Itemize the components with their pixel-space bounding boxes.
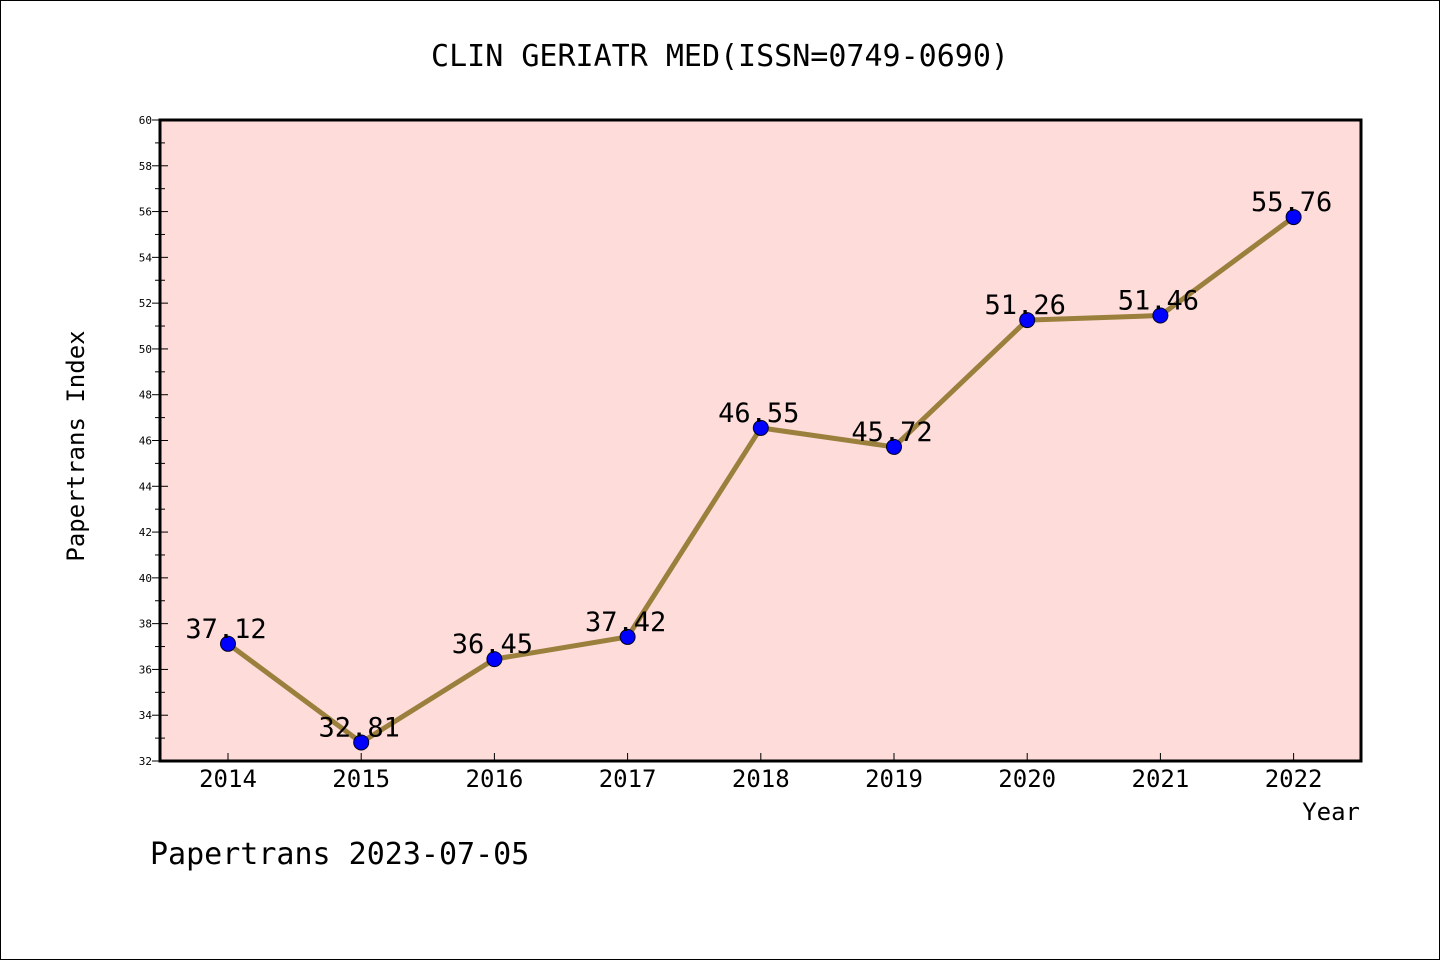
y-tick-label: 46 — [139, 435, 152, 448]
data-label: 46.55 — [718, 398, 799, 429]
x-tick-label: 2022 — [1265, 765, 1323, 793]
data-point — [1152, 307, 1169, 324]
y-tick-label: 34 — [139, 709, 153, 722]
y-tick-label: 42 — [139, 526, 152, 539]
x-tick-label: 2020 — [998, 765, 1056, 793]
data-point — [752, 419, 769, 436]
plot-area — [158, 118, 1363, 763]
data-label: 45.72 — [851, 417, 932, 448]
data-point — [1019, 312, 1036, 329]
chart-title: CLIN GERIATR MED(ISSN=0749-0690) — [431, 39, 1009, 74]
data-label: 55.76 — [1251, 187, 1332, 218]
x-tick-label: 2017 — [599, 765, 657, 793]
data-point — [886, 438, 902, 455]
y-tick-label: 56 — [139, 206, 152, 219]
y-tick-label: 32 — [139, 755, 152, 768]
y-tick-label: 52 — [139, 297, 152, 310]
series-layer — [220, 209, 1302, 751]
x-tick-label: 2014 — [199, 765, 257, 793]
data-label: 51.26 — [985, 290, 1066, 321]
data-point — [353, 734, 370, 751]
y-tick-label: 38 — [139, 618, 152, 631]
y-tick-label: 58 — [139, 160, 152, 173]
y-tick-label: 40 — [139, 572, 152, 585]
y-tick-label: 50 — [139, 343, 152, 356]
x-axis-title: Year — [1302, 798, 1360, 826]
data-point — [486, 651, 503, 668]
x-tick-label: 2019 — [865, 765, 923, 793]
data-label: 32.81 — [319, 712, 400, 743]
x-tick-label: 2021 — [1132, 765, 1190, 793]
x-tick-label: 2015 — [332, 765, 390, 793]
data-point — [220, 635, 236, 652]
data-point — [619, 628, 636, 645]
x-tick-label: 2018 — [732, 765, 790, 793]
y-tick-label: 48 — [139, 389, 152, 402]
y-tick-label: 60 — [139, 114, 152, 127]
data-label: 36.45 — [452, 629, 533, 660]
y-axis: 32 34 36 38 40 42 44 46 48 50 52 54 56 58 60 — [139, 114, 168, 768]
x-tick-label: 2016 — [466, 765, 524, 793]
x-axis: 2014 2015 2016 2017 2018 2019 2020 2021 2022 — [199, 753, 1322, 793]
data-point — [1285, 209, 1302, 226]
data-labels: 37.12 32.81 36.45 37.42 46.55 45.72 51.26 51.46… — [185, 187, 1332, 743]
data-label: 37.12 — [185, 614, 266, 645]
y-tick-label: 36 — [139, 663, 152, 676]
y-tick-label: 44 — [139, 480, 153, 493]
y-tick-label: 54 — [139, 251, 153, 264]
footer-credit: Papertrans 2023-07-05 — [150, 837, 529, 872]
data-label: 37.42 — [585, 607, 666, 638]
y-axis-title: Papertrans Index — [62, 330, 90, 561]
data-label: 51.46 — [1118, 286, 1199, 317]
